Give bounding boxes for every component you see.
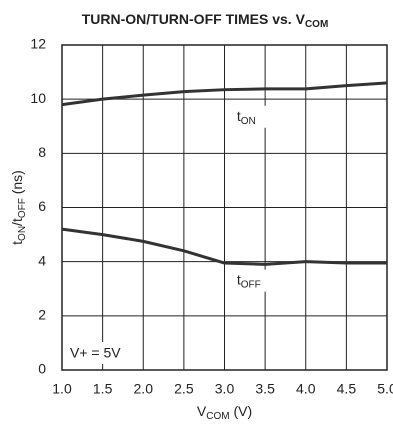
y-tick-label: 12 bbox=[30, 36, 46, 52]
y-axis-label-part: OFF bbox=[17, 198, 28, 218]
annotation: V+ = 5V bbox=[70, 345, 121, 361]
x-tick-label: 4.0 bbox=[296, 381, 316, 397]
chart-title-part: COM bbox=[305, 19, 328, 30]
x-tick-label: 2.5 bbox=[174, 381, 194, 397]
y-axis-label: tON/tOFF (ns) bbox=[9, 170, 28, 245]
y-tick-label: 6 bbox=[38, 198, 46, 214]
series-label-part: ON bbox=[241, 115, 256, 126]
series-label-part: OFF bbox=[241, 279, 261, 290]
series-label: tOFF bbox=[237, 271, 261, 290]
chart-title-part: TURN-ON/TURN-OFF TIMES vs. V bbox=[82, 11, 306, 27]
y-tick-label: 4 bbox=[38, 252, 46, 268]
y-axis-label-part: ON bbox=[17, 226, 28, 241]
series-label: tON bbox=[237, 107, 256, 126]
x-tick-label: 1.0 bbox=[52, 381, 72, 397]
x-axis-label-part: V bbox=[197, 403, 207, 419]
series-line bbox=[61, 227, 387, 266]
y-axis-label-part: t bbox=[9, 241, 25, 245]
chart-title: TURN-ON/TURN-OFF TIMES vs. VCOM bbox=[82, 11, 329, 30]
x-tick-label: 4.5 bbox=[337, 381, 357, 397]
series-label-bg bbox=[232, 269, 267, 292]
series-label-part: t bbox=[237, 271, 241, 287]
series-line bbox=[61, 81, 388, 107]
x-tick-label: 5.0 bbox=[377, 381, 393, 397]
plot-frame bbox=[61, 44, 388, 371]
annotation-bg bbox=[64, 342, 124, 364]
y-axis-label-part: (ns) bbox=[9, 170, 25, 198]
x-tick-label: 2.0 bbox=[134, 381, 154, 397]
x-tick-label: 3.0 bbox=[215, 381, 235, 397]
x-axis-label-part: COM bbox=[206, 411, 229, 422]
y-tick-label: 10 bbox=[30, 90, 46, 106]
series-label-part: t bbox=[237, 107, 241, 123]
y-tick-label: 8 bbox=[38, 144, 46, 160]
y-axis-label-part: /t bbox=[9, 218, 25, 226]
y-tick-label: 0 bbox=[38, 361, 46, 377]
x-axis-label-part: (V) bbox=[230, 403, 253, 419]
x-tick-label: 1.5 bbox=[93, 381, 113, 397]
series-label-bg bbox=[232, 105, 267, 128]
x-tick-label: 3.5 bbox=[255, 381, 275, 397]
y-tick-label: 2 bbox=[38, 307, 46, 323]
x-axis-label: VCOM (V) bbox=[197, 403, 252, 422]
